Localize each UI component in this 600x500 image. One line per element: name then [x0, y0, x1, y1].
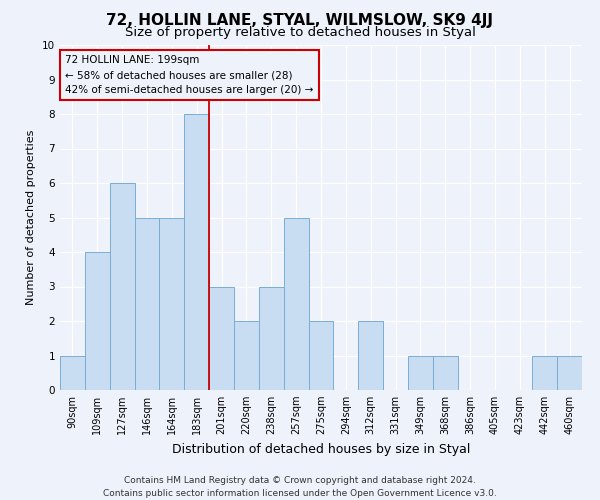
Bar	[308, 321, 334, 390]
Bar	[60, 356, 85, 390]
Bar	[85, 252, 110, 390]
Bar	[184, 114, 209, 390]
Bar	[160, 218, 184, 390]
Bar	[209, 286, 234, 390]
Text: Contains HM Land Registry data © Crown copyright and database right 2024.
Contai: Contains HM Land Registry data © Crown c…	[103, 476, 497, 498]
Bar	[358, 321, 383, 390]
Bar	[284, 218, 308, 390]
Bar	[433, 356, 458, 390]
Text: 72, HOLLIN LANE, STYAL, WILMSLOW, SK9 4JJ: 72, HOLLIN LANE, STYAL, WILMSLOW, SK9 4J…	[107, 12, 493, 28]
Bar	[408, 356, 433, 390]
Bar	[557, 356, 582, 390]
X-axis label: Distribution of detached houses by size in Styal: Distribution of detached houses by size …	[172, 442, 470, 456]
Bar	[134, 218, 160, 390]
Text: Size of property relative to detached houses in Styal: Size of property relative to detached ho…	[125, 26, 475, 39]
Y-axis label: Number of detached properties: Number of detached properties	[26, 130, 37, 305]
Bar	[234, 321, 259, 390]
Bar	[110, 183, 134, 390]
Bar	[259, 286, 284, 390]
Bar	[532, 356, 557, 390]
Text: 72 HOLLIN LANE: 199sqm
← 58% of detached houses are smaller (28)
42% of semi-det: 72 HOLLIN LANE: 199sqm ← 58% of detached…	[65, 56, 314, 95]
